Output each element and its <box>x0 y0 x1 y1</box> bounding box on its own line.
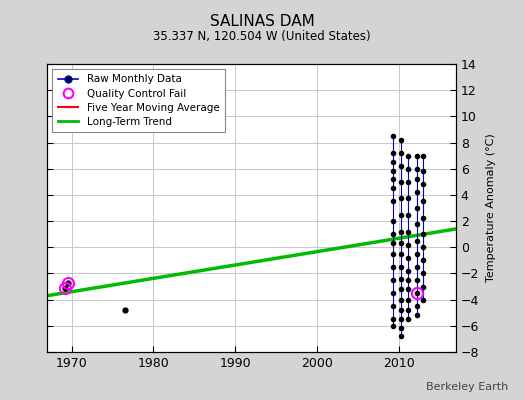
Text: Berkeley Earth: Berkeley Earth <box>426 382 508 392</box>
Text: SALINAS DAM: SALINAS DAM <box>210 14 314 29</box>
Y-axis label: Temperature Anomaly (°C): Temperature Anomaly (°C) <box>486 134 496 282</box>
Legend: Raw Monthly Data, Quality Control Fail, Five Year Moving Average, Long-Term Tren: Raw Monthly Data, Quality Control Fail, … <box>52 69 225 132</box>
Text: 35.337 N, 120.504 W (United States): 35.337 N, 120.504 W (United States) <box>153 30 371 43</box>
